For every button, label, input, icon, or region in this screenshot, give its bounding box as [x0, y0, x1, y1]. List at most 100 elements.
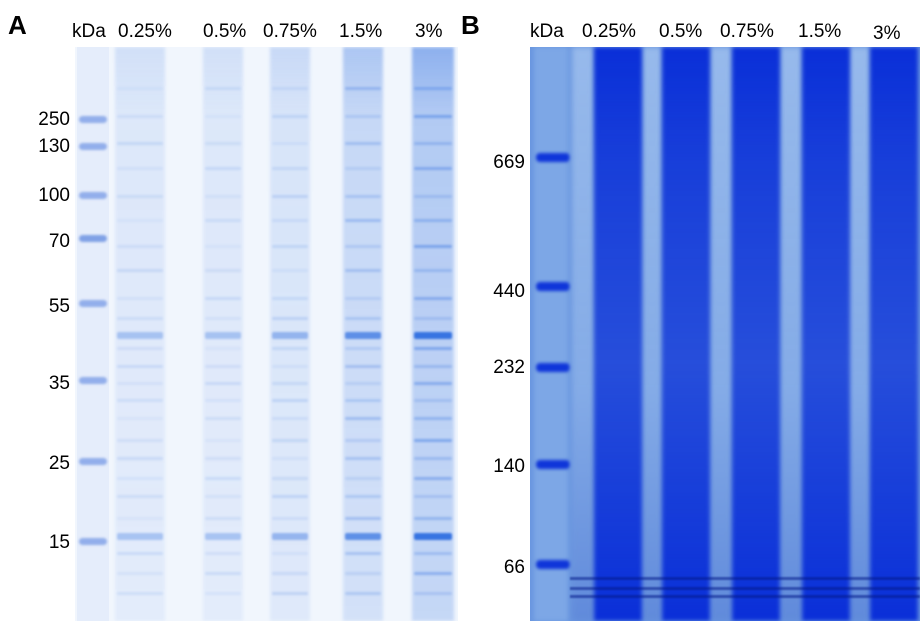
- gel-a-band: [414, 365, 452, 368]
- gel-a-band: [272, 317, 308, 320]
- gel-a-band: [345, 572, 381, 575]
- gel-a-band: [205, 142, 241, 145]
- panel-b-marker-label-440: 440: [493, 281, 525, 302]
- gel-a-band: [205, 87, 241, 90]
- gel-a-band: [345, 297, 381, 300]
- marker-band: [79, 143, 107, 150]
- gel-a-band: [272, 167, 308, 170]
- gel-a-band: [205, 167, 241, 170]
- gel-a-band: [117, 317, 163, 320]
- marker-band: [79, 300, 107, 307]
- panel-a-marker-label-250: 250: [38, 109, 70, 130]
- gel-a-band: [272, 495, 308, 498]
- panel-b-lane-label-1: 0.25%: [582, 21, 636, 42]
- gel-a-lane: [270, 47, 310, 621]
- gel-a-band: [205, 572, 241, 575]
- gel-a-band: [345, 167, 381, 170]
- gel-a-band: [414, 269, 452, 272]
- gel-a-band: [345, 87, 381, 90]
- gel-a-band: [272, 219, 308, 222]
- panel-b-marker-label-232: 232: [493, 357, 525, 378]
- gel-a-band: [117, 87, 163, 90]
- gel-a-band: [414, 167, 452, 170]
- gel-b-band: [570, 587, 920, 590]
- marker-lane: [534, 47, 568, 621]
- gel-a-band: [272, 297, 308, 300]
- marker-band: [536, 560, 570, 569]
- gel-a-band: [117, 365, 163, 368]
- gel-a-band: [205, 195, 241, 198]
- gel-a-band: [205, 365, 241, 368]
- gel-a-band: [205, 417, 241, 420]
- gel-a-band: [205, 592, 241, 595]
- gel-a-band: [414, 533, 452, 540]
- marker-band: [79, 235, 107, 242]
- panel-a-lane-label-4: 1.5%: [339, 21, 383, 42]
- gel-a-band: [272, 417, 308, 420]
- gel-a-band: [272, 347, 308, 350]
- gel-a-band: [205, 533, 241, 540]
- panel-a-lane-label-3: 0.75%: [263, 21, 317, 42]
- gel-a-band: [117, 167, 163, 170]
- gel-a-band: [414, 219, 452, 222]
- gel-b-gap: [572, 47, 594, 621]
- gel-a-band: [414, 495, 452, 498]
- panel-a-marker-label-100: 100: [38, 185, 70, 206]
- gel-b-lane: [732, 47, 780, 621]
- gel-a-band: [414, 195, 452, 198]
- gel-b-lane: [594, 47, 642, 621]
- gel-a-band: [272, 439, 308, 442]
- gel-a-band: [345, 219, 381, 222]
- gel-a-band: [345, 317, 381, 320]
- marker-band: [536, 460, 570, 469]
- gel-a-band: [272, 382, 308, 385]
- gel-a-band: [414, 477, 452, 480]
- gel-a-band: [117, 439, 163, 442]
- panel-a-marker-label-130: 130: [38, 136, 70, 157]
- gel-a-band: [272, 269, 308, 272]
- gel-a-band: [345, 332, 381, 339]
- gel-a-band: [205, 495, 241, 498]
- gel-b-lane: [870, 47, 918, 621]
- gel-a-band: [272, 552, 308, 555]
- gel-a-band: [345, 399, 381, 402]
- panel-b-lane-label-5: 3%: [873, 23, 901, 44]
- gel-a-band: [345, 365, 381, 368]
- gel-a-band: [272, 142, 308, 145]
- gel-a-band: [117, 417, 163, 420]
- gel-b-gap: [642, 47, 662, 621]
- gel-a-band: [205, 219, 241, 222]
- native-page-gel-image: [530, 47, 920, 621]
- panel-a-lane-label-5: 3%: [415, 21, 443, 42]
- gel-b-gap: [848, 47, 870, 621]
- gel-a-band: [414, 142, 452, 145]
- gel-a-band: [345, 592, 381, 595]
- marker-band: [79, 458, 107, 465]
- gel-a-band: [414, 517, 452, 520]
- gel-a-band: [345, 245, 381, 248]
- gel-a-band: [117, 517, 163, 520]
- panel-b-marker-label-66: 66: [503, 557, 525, 578]
- gel-a-band: [117, 245, 163, 248]
- panel-a-marker-label-15: 15: [48, 532, 70, 553]
- gel-a-band: [205, 269, 241, 272]
- gel-a-band: [272, 517, 308, 520]
- gel-a-band: [414, 347, 452, 350]
- gel-a-band: [117, 592, 163, 595]
- sds-page-gel-image: [75, 47, 458, 621]
- gel-a-band: [345, 457, 381, 460]
- gel-a-band: [414, 417, 452, 420]
- panel-b-lane-label-2: 0.5%: [659, 21, 703, 42]
- panel-a-lane-label-2: 0.5%: [203, 21, 247, 42]
- gel-a-band: [414, 245, 452, 248]
- gel-a-band: [117, 477, 163, 480]
- gel-a-band: [205, 297, 241, 300]
- marker-band: [79, 377, 107, 384]
- marker-lane: [77, 47, 109, 621]
- gel-a-band: [414, 332, 452, 339]
- gel-a-band: [414, 457, 452, 460]
- panel-b-lane-label-4: 1.5%: [798, 21, 842, 42]
- marker-band: [79, 538, 107, 545]
- gel-b-band: [570, 577, 920, 580]
- gel-a-band: [117, 115, 163, 118]
